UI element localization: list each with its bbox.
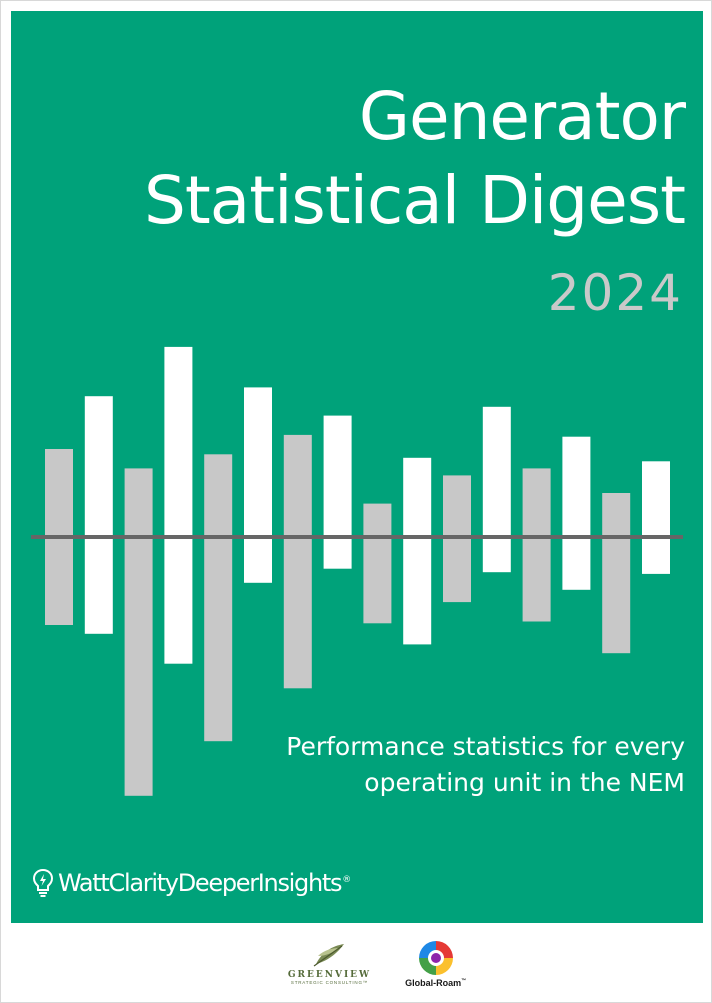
decor-bar-9	[363, 503, 392, 624]
globalroam-text: Global-Roam	[405, 977, 462, 988]
globalroam-ring-icon	[418, 940, 453, 975]
lightbulb-icon	[32, 868, 54, 897]
decor-bar-10	[403, 457, 432, 645]
subtitle-line-2: operating unit in the NEM	[364, 768, 685, 797]
title-line-1: Generator	[358, 78, 686, 155]
cover-subtitle: Performance statistics for every operati…	[286, 729, 685, 801]
greenview-name: GREENVIEW	[287, 969, 372, 980]
greenview-logo: GREENVIEW STRATEGIC CONSULTING™	[288, 942, 371, 985]
registered-mark: ®	[342, 875, 351, 885]
decorative-bar-graphic	[31, 346, 683, 796]
greenview-tagline: STRATEGIC CONSULTING™	[290, 979, 369, 985]
decor-bar-15	[602, 493, 631, 654]
brand-text: WattClarityDeeperInsights	[58, 869, 343, 897]
decor-bar-13	[522, 468, 551, 622]
decor-bar-8	[323, 415, 352, 569]
globalroam-tm: ™	[461, 977, 467, 984]
title-line-2: Statistical Digest	[143, 162, 686, 239]
decor-bar-2	[84, 396, 113, 634]
decor-bar-4	[164, 346, 193, 664]
decor-bar-7	[283, 434, 312, 689]
cover-title: Generator Statistical Digest	[143, 75, 686, 243]
wattclarity-logo: WattClarityDeeperInsights®	[31, 863, 351, 903]
globalroam-logo: Global-Roam™	[405, 939, 466, 988]
greenview-leaf-icon	[314, 943, 345, 966]
decor-bar-5	[204, 454, 233, 742]
cover-panel: Generator Statistical Digest 2024 Perfor…	[11, 11, 703, 923]
decor-bar-14	[562, 436, 591, 590]
subtitle-line-1: Performance statistics for every	[286, 732, 685, 761]
cover-year: 2024	[547, 264, 683, 322]
decor-bar-3	[124, 468, 153, 796]
decor-bar-6	[244, 387, 272, 583]
globalroam-name: Global-Roam™	[405, 978, 466, 988]
decor-bar-16	[642, 461, 670, 574]
sponsor-footer: GREENVIEW STRATEGIC CONSULTING™ Global-R…	[1, 923, 712, 1003]
decor-bar-12	[482, 406, 511, 573]
baseline-line	[31, 535, 683, 539]
brand-wordmark: WattClarityDeeperInsights®	[58, 869, 351, 897]
